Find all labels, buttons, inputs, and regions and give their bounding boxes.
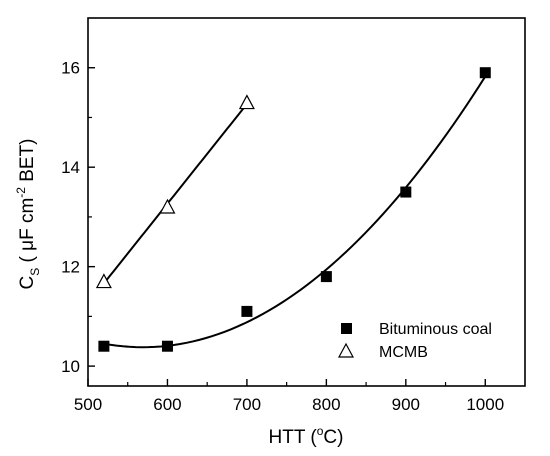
legend-label-mcmb: MCMB <box>379 344 428 361</box>
y-axis-title-main: C <box>17 276 38 290</box>
x-tick-label-1000: 1000 <box>466 395 504 414</box>
y-tick-label-16: 16 <box>61 59 80 78</box>
x-axis-title: HTT (oC) <box>269 424 344 448</box>
fit-line-mcmb <box>103 103 248 285</box>
y-axis-title: CS ( μF cm-2 BET) <box>14 138 42 289</box>
x-tick-label-500: 500 <box>74 395 102 414</box>
plot-frame <box>87 17 526 387</box>
x-axis-title-main: HTT ( <box>269 427 318 448</box>
legend: Bituminous coal MCMB <box>337 321 492 361</box>
x-axis-title-tail: C) <box>323 427 343 448</box>
x-tick-label-700: 700 <box>233 395 261 414</box>
data-points <box>95 67 491 352</box>
y-axis-title-subscript: S <box>28 268 42 276</box>
point-bituminous-coal-600 <box>161 340 173 352</box>
y-axis-title-tail: BET) <box>17 138 38 187</box>
x-axis-title-superscript: o <box>317 424 324 438</box>
y-tick-label-14: 14 <box>61 158 80 177</box>
y-tick-label-10: 10 <box>61 357 80 376</box>
point-mcmb-700 <box>238 94 255 110</box>
legend-label-bituminous-coal: Bituminous coal <box>379 321 492 338</box>
point-mcmb-520 <box>95 273 112 289</box>
point-bituminous-coal-800 <box>320 271 332 283</box>
y-axis-title-middle: ( μF cm <box>17 198 38 268</box>
y-axis-title-superscript: -2 <box>14 187 28 198</box>
point-mcmb-600 <box>159 198 176 214</box>
x-tick-label-900: 900 <box>392 395 420 414</box>
x-axis: 500 600 700 800 900 1000 <box>74 379 504 414</box>
x-tick-label-600: 600 <box>153 395 181 414</box>
y-axis: 10 12 14 16 <box>61 59 95 376</box>
point-bituminous-coal-700 <box>241 305 253 317</box>
legend-marker-mcmb <box>337 342 355 358</box>
x-tick-label-800: 800 <box>312 395 340 414</box>
y-tick-label-12: 12 <box>61 258 80 277</box>
point-bituminous-coal-900 <box>400 186 412 198</box>
point-bituminous-coal-1000 <box>479 67 491 79</box>
point-bituminous-coal-520 <box>98 340 110 352</box>
legend-marker-bituminous-coal <box>341 323 352 334</box>
